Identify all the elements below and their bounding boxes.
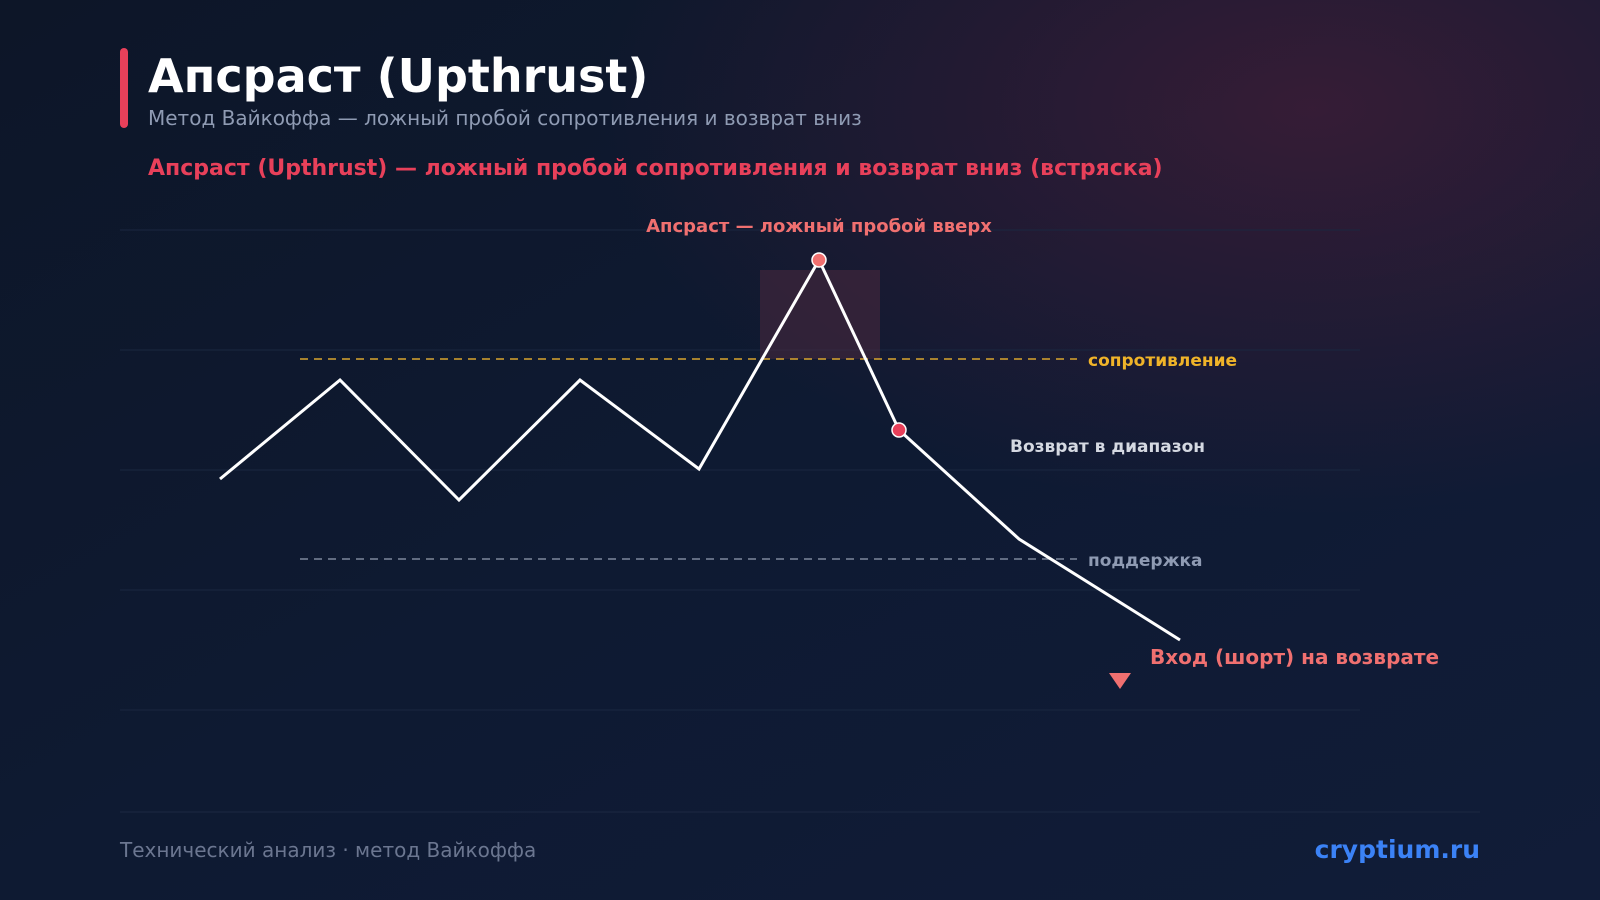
brand: cryptium.ru bbox=[1315, 835, 1480, 864]
grid bbox=[120, 229, 1360, 711]
return-point bbox=[891, 422, 907, 438]
upthrust-point bbox=[811, 252, 827, 268]
subtitle: Метод Вайкоффа — ложный пробой сопротивл… bbox=[148, 106, 862, 130]
accent-bar bbox=[120, 48, 128, 128]
entry-arrow bbox=[1109, 673, 1131, 689]
support-label: поддержка bbox=[1088, 551, 1203, 571]
price-path bbox=[219, 256, 1181, 642]
upthrust-label: Апсраст — ложный пробой вверх bbox=[646, 216, 992, 237]
headline: Апсраст (Upthrust) — ложный пробой сопро… bbox=[148, 156, 1163, 181]
footer-caption: Технический анализ · метод Вайкоффа bbox=[119, 838, 536, 862]
title: Апсраст (Upthrust) bbox=[148, 49, 648, 103]
resistance-label: сопротивление bbox=[1088, 351, 1237, 371]
upthrust-zone bbox=[760, 270, 880, 359]
return-label: Возврат в диапазон bbox=[1010, 437, 1205, 457]
entry-label: Вход (шорт) на возврате bbox=[1150, 645, 1439, 669]
